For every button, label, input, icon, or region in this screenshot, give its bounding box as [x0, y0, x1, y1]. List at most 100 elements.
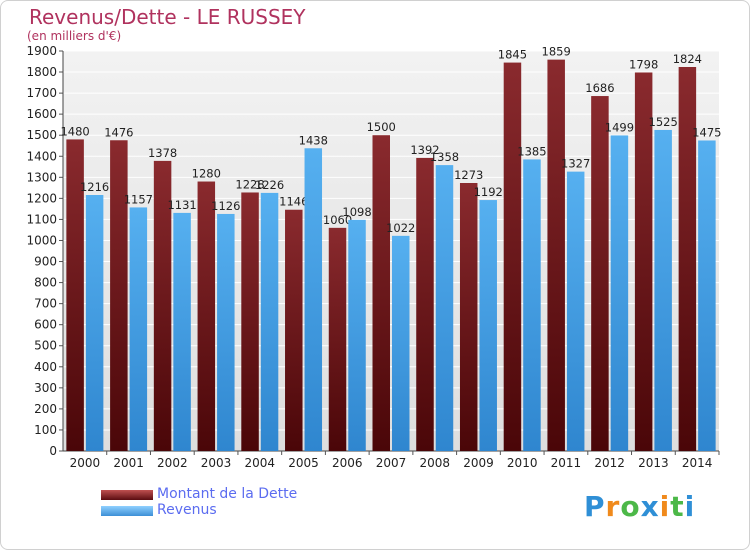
bar-revenus [173, 212, 191, 451]
bar-dette [66, 139, 84, 451]
data-label: 1476 [104, 125, 133, 139]
bar-dette [416, 157, 434, 451]
logo-letter: i [684, 490, 696, 523]
data-label: 1146 [279, 195, 308, 209]
bar-revenus [566, 171, 585, 451]
bar-dette [547, 59, 565, 451]
proxiti-logo: Proxiti [584, 490, 695, 523]
x-tick-label: 2002 [157, 456, 188, 470]
bar-dette [241, 192, 259, 451]
data-label: 1385 [517, 144, 546, 158]
y-tick-label: 100 [34, 423, 57, 437]
x-tick-label: 2004 [245, 456, 276, 470]
y-tick-label: 800 [34, 276, 57, 290]
x-tick-label: 2013 [638, 456, 669, 470]
data-label: 1022 [386, 221, 415, 235]
x-tick-label: 2001 [113, 456, 144, 470]
data-label: 1824 [673, 52, 702, 66]
bar-revenus [698, 140, 716, 451]
logo-letter: t [670, 490, 685, 523]
data-label: 1475 [692, 125, 721, 139]
bar-dette [503, 62, 522, 451]
data-label: 1392 [410, 143, 439, 157]
data-label: 1098 [342, 205, 371, 219]
data-label: 1438 [299, 133, 328, 147]
y-tick-label: 1800 [26, 65, 57, 79]
y-tick-label: 1100 [26, 212, 57, 226]
x-tick-label: 2005 [288, 456, 319, 470]
y-tick-label: 500 [34, 339, 57, 353]
data-label: 1228 [235, 177, 264, 191]
bar-revenus [435, 165, 454, 451]
y-tick-label: 300 [34, 381, 57, 395]
data-label: 1798 [629, 57, 658, 71]
bar-revenus [654, 129, 672, 451]
legend-label-revenus: Revenus [157, 502, 217, 518]
logo-letter: x [640, 490, 660, 523]
bar-revenus [129, 207, 148, 451]
y-tick-label: 600 [34, 318, 57, 332]
plot-area [63, 51, 719, 451]
bar-revenus [217, 213, 235, 451]
bar-revenus [479, 200, 497, 451]
y-tick-label: 900 [34, 255, 57, 269]
logo-letter: P [584, 490, 606, 523]
data-label: 1845 [498, 48, 527, 62]
bar-dette [591, 96, 609, 451]
logo-letter: i [659, 490, 671, 523]
data-label: 1192 [474, 185, 503, 199]
data-label: 1525 [649, 115, 678, 129]
data-label: 1273 [454, 168, 483, 182]
x-tick-label: 2014 [682, 456, 713, 470]
x-tick-label: 2008 [419, 456, 450, 470]
bar-dette [328, 227, 347, 451]
bar-revenus [392, 235, 410, 451]
x-tick-label: 2000 [70, 456, 101, 470]
bar-dette [285, 209, 303, 451]
x-tick-label: 2012 [594, 456, 625, 470]
y-tick-label: 0 [49, 444, 57, 458]
bar-dette [153, 160, 172, 452]
y-tick-label: 1200 [26, 191, 57, 205]
data-label: 1499 [605, 120, 634, 134]
y-tick-label: 700 [34, 297, 57, 311]
data-label: 1280 [192, 167, 221, 181]
bar-revenus [304, 148, 323, 451]
x-tick-label: 2011 [551, 456, 582, 470]
data-label: 1686 [585, 81, 614, 95]
data-label: 1327 [561, 157, 590, 171]
logo-letter: r [605, 490, 621, 523]
data-label: 1126 [211, 199, 240, 213]
y-tick-label: 200 [34, 402, 57, 416]
x-tick-label: 2006 [332, 456, 363, 470]
bar-dette [678, 67, 697, 451]
bar-revenus [85, 195, 104, 451]
data-label: 1358 [430, 150, 459, 164]
x-tick-label: 2007 [376, 456, 407, 470]
data-label: 1131 [167, 198, 196, 212]
legend-label-dette: Montant de la Dette [157, 486, 298, 502]
data-label: 1060 [323, 213, 352, 227]
bar-dette [110, 140, 128, 451]
y-tick-label: 400 [34, 360, 57, 374]
bar-dette [372, 135, 390, 452]
data-label: 1226 [255, 178, 284, 192]
bar-revenus [260, 192, 279, 452]
y-tick-label: 1400 [26, 149, 57, 163]
data-label: 1216 [80, 180, 109, 194]
y-tick-label: 1500 [26, 128, 57, 142]
bar-revenus [523, 159, 541, 451]
y-tick-label: 1300 [26, 170, 57, 184]
legend-swatch-dette [101, 490, 153, 500]
x-tick-label: 2010 [507, 456, 538, 470]
data-label: 1378 [148, 146, 177, 160]
data-label: 1157 [124, 192, 153, 206]
logo-letter: o [620, 490, 641, 523]
bar-dette [634, 72, 653, 451]
x-tick-label: 2003 [201, 456, 232, 470]
bar-revenus [610, 135, 629, 451]
bar-dette [459, 183, 478, 451]
chart-title: Revenus/Dette - LE RUSSEY [29, 5, 306, 29]
